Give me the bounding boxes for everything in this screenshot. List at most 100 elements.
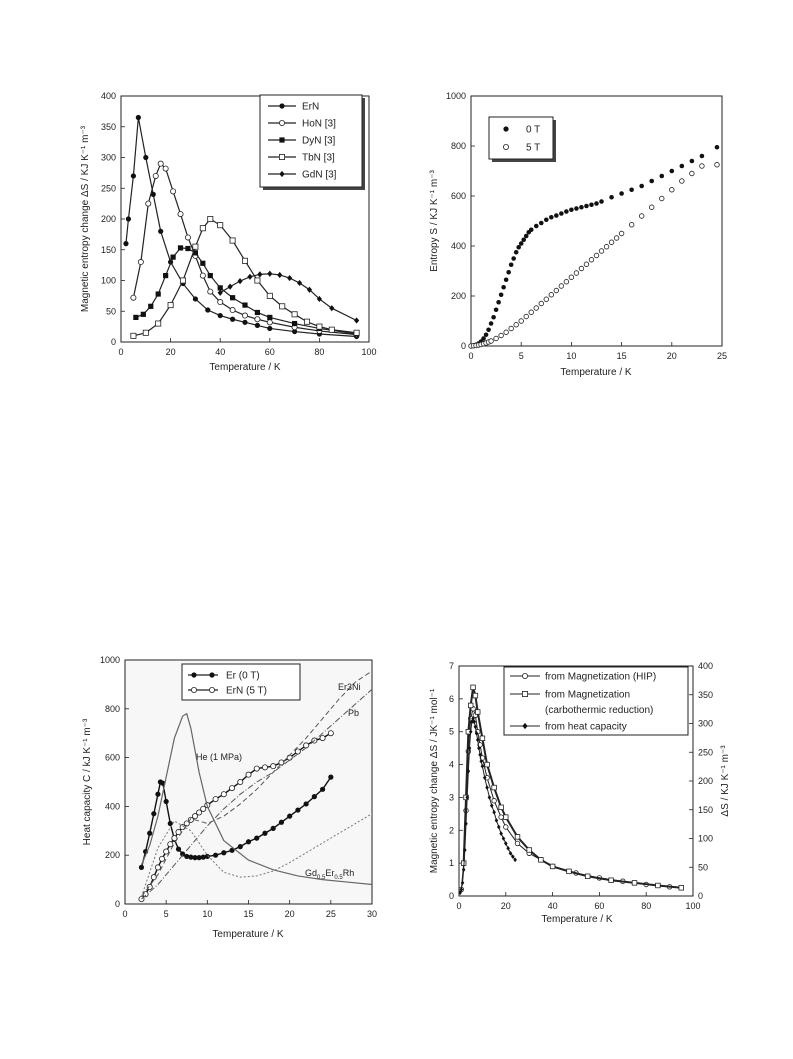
data-point <box>585 873 591 879</box>
data-point <box>487 795 492 800</box>
data-point <box>247 273 253 280</box>
data-point <box>192 296 198 302</box>
series-line-2 <box>140 712 373 886</box>
data-point <box>464 821 468 827</box>
data-point <box>229 785 236 792</box>
data-point <box>205 307 211 313</box>
data-point <box>262 830 268 836</box>
y-tick-label: 800 <box>105 704 120 714</box>
data-point <box>221 850 227 856</box>
data-point <box>204 853 210 860</box>
data-point <box>678 885 684 891</box>
data-point <box>237 779 244 786</box>
data-point <box>328 326 335 333</box>
y-right-tick-label: 100 <box>698 834 713 844</box>
data-point <box>492 809 496 815</box>
data-point <box>538 220 544 226</box>
data-point <box>594 201 599 206</box>
x-tick-label: 40 <box>548 901 558 911</box>
data-point <box>655 882 661 889</box>
data-point <box>461 867 466 873</box>
y-axis-right-label: ΔS / KJ K⁻¹ m⁻³ <box>720 745 731 817</box>
data-point <box>140 311 146 317</box>
data-point <box>638 213 645 219</box>
data-point <box>267 325 273 332</box>
data-point <box>159 855 166 862</box>
data-point <box>217 289 223 296</box>
y-tick-label: 0 <box>449 891 454 901</box>
data-point <box>554 213 559 218</box>
data-point <box>494 818 499 823</box>
data-point <box>506 269 511 275</box>
data-point <box>498 814 504 820</box>
data-point <box>467 702 474 709</box>
data-point <box>518 241 524 246</box>
data-point <box>491 314 496 320</box>
data-point <box>278 759 285 766</box>
data-point <box>499 831 503 836</box>
y-tick-label: 7 <box>449 661 454 671</box>
data-point <box>491 784 497 791</box>
data-point <box>266 292 273 299</box>
data-point <box>327 730 334 737</box>
data-point <box>484 761 490 768</box>
data-point <box>130 173 136 179</box>
y-axis-label: Entropy S / KJ K⁻¹ m⁻³ <box>429 169 440 271</box>
data-point <box>608 877 614 883</box>
series-line-5 <box>140 813 373 897</box>
data-point <box>245 839 252 845</box>
y-right-tick-label: 300 <box>698 719 713 729</box>
data-point <box>212 852 219 858</box>
series-line-4 <box>141 688 373 900</box>
data-point <box>579 204 584 210</box>
y-right-tick-label: 350 <box>698 690 713 700</box>
data-point <box>669 168 675 174</box>
legend-marker <box>522 691 529 698</box>
data-point <box>148 303 154 309</box>
data-point <box>489 803 494 808</box>
x-tick-label: 15 <box>243 909 253 919</box>
legend-marker <box>208 687 215 694</box>
data-point <box>714 144 720 150</box>
data-point <box>528 309 534 315</box>
data-point <box>163 798 169 805</box>
data-point <box>212 796 219 803</box>
data-point <box>501 836 506 841</box>
data-point <box>568 274 575 280</box>
data-point <box>157 160 164 167</box>
data-point <box>488 321 494 326</box>
x-tick-label: 40 <box>215 347 225 357</box>
data-point <box>150 191 156 197</box>
data-point <box>460 880 465 886</box>
x-tick-label: 20 <box>667 351 677 361</box>
data-point <box>130 294 137 301</box>
data-point <box>207 288 214 295</box>
data-point <box>353 329 360 336</box>
x-tick-label: 20 <box>501 901 511 911</box>
data-point <box>466 768 471 774</box>
data-point <box>506 846 510 851</box>
legend-label: from Magnetization (HIP) <box>545 672 656 683</box>
data-point <box>593 252 600 259</box>
y-right-tick-label: 400 <box>698 661 713 671</box>
data-point <box>270 763 277 770</box>
data-point <box>473 724 478 730</box>
x-axis-label: Temperature / K <box>212 929 283 940</box>
legend-label: TbN [3] <box>302 153 335 164</box>
data-point <box>253 765 260 772</box>
data-point <box>292 328 298 335</box>
x-tick-label: 30 <box>367 909 377 919</box>
data-point <box>170 188 177 195</box>
x-tick-label: 80 <box>314 347 324 357</box>
data-point <box>588 257 595 263</box>
data-point <box>478 752 482 758</box>
data-point <box>523 313 529 320</box>
data-point <box>649 178 655 184</box>
data-point <box>196 809 203 816</box>
data-point <box>508 262 514 268</box>
data-point <box>192 243 199 250</box>
x-tick-label: 100 <box>361 347 376 357</box>
data-point <box>498 332 504 339</box>
annotation-er3ni: Er3Ni <box>338 682 361 692</box>
data-point <box>175 829 182 836</box>
